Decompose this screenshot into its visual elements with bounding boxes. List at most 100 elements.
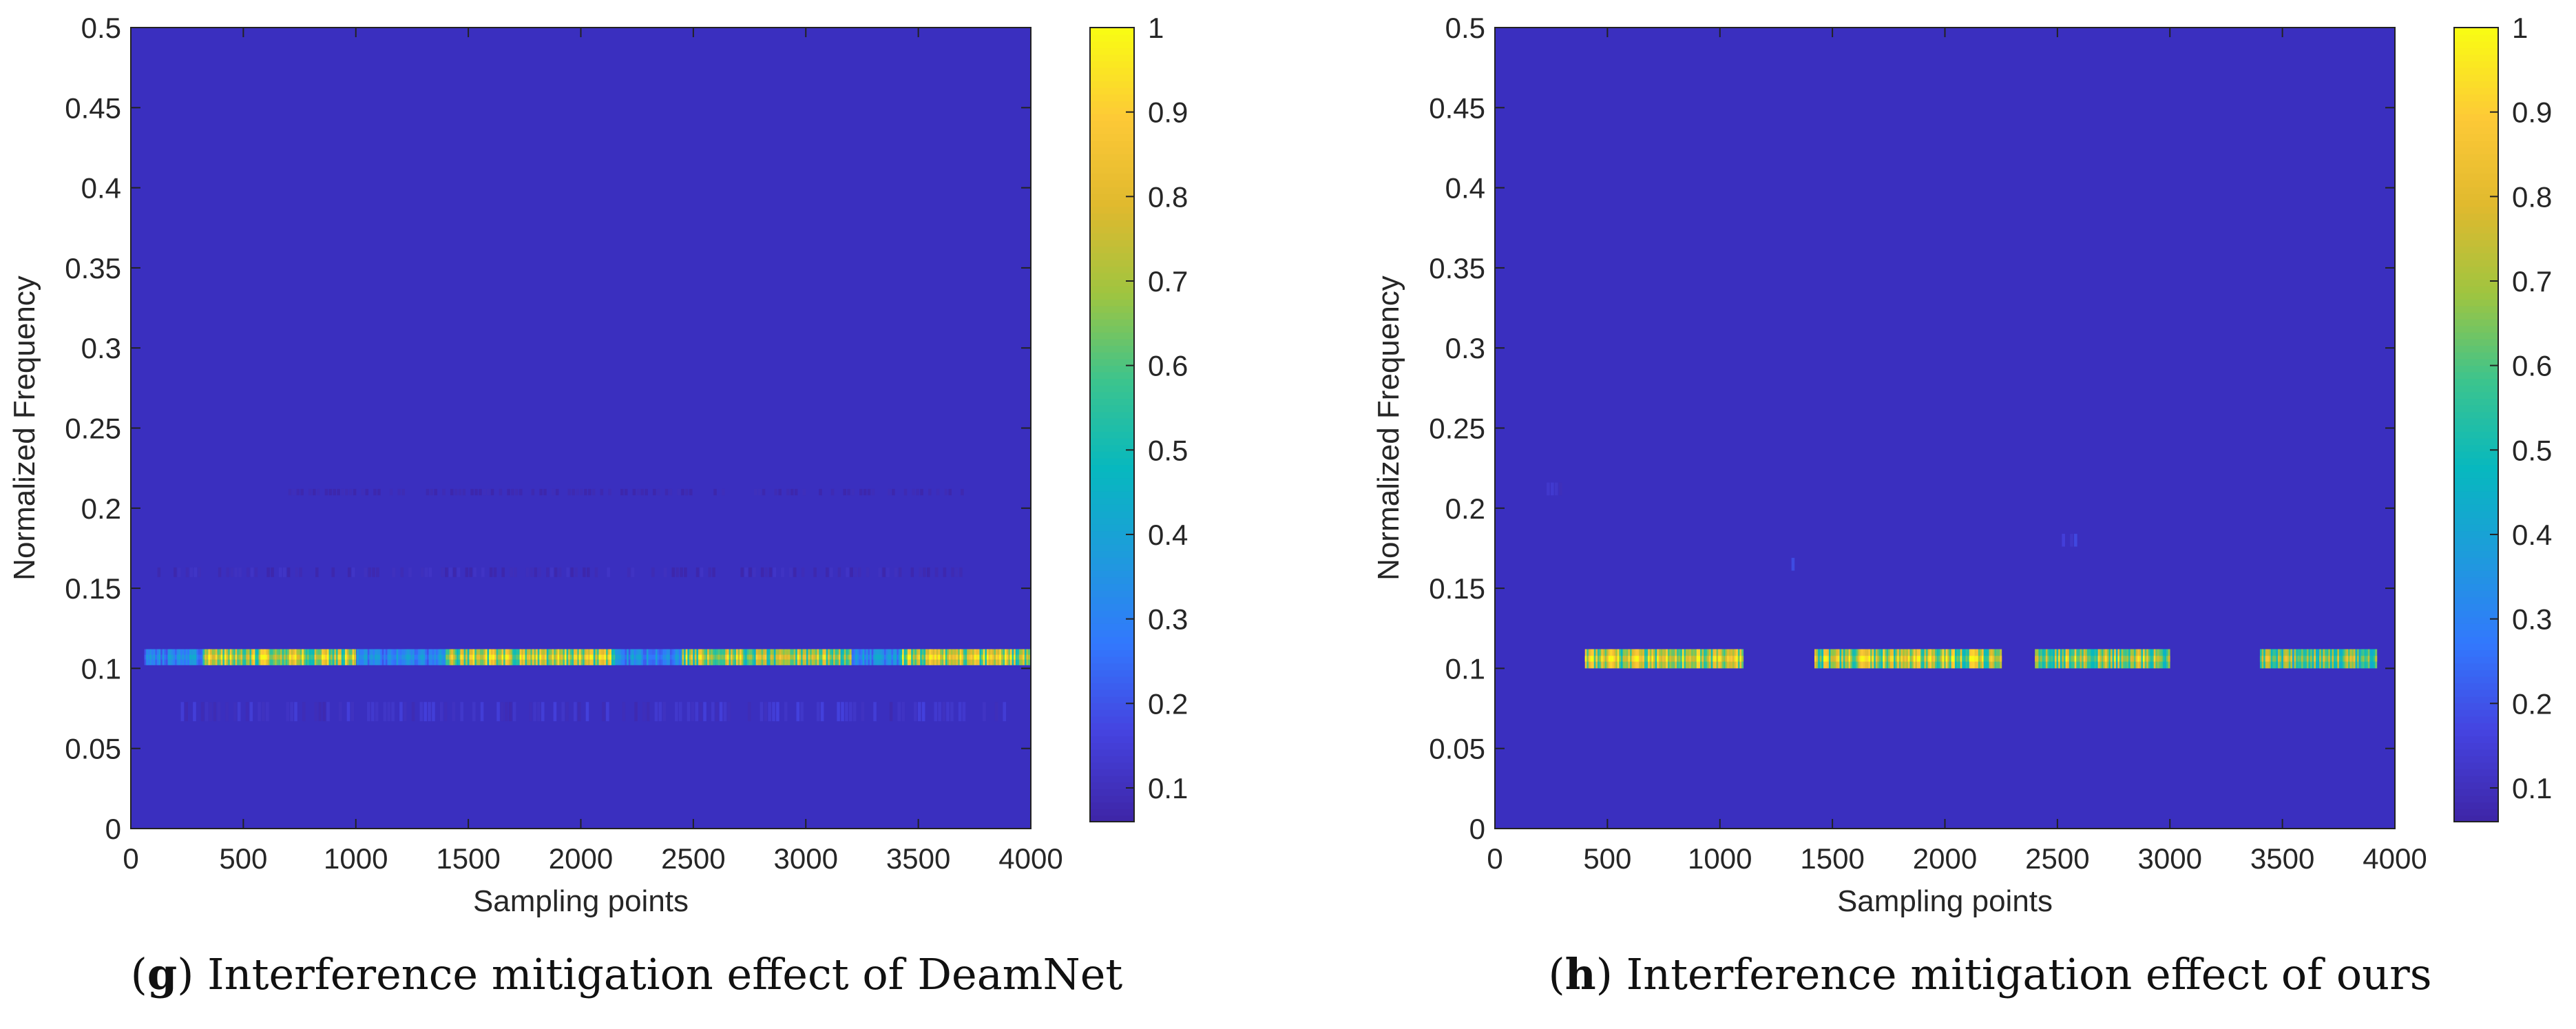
noise-mark [238,567,242,577]
band-core [341,654,344,660]
colorbar-cell [2454,232,2498,240]
band-core [1684,656,1686,662]
band-core [1644,656,1646,662]
noise-mark [546,567,549,577]
band-core [2092,656,2095,662]
band-core [813,654,816,660]
colorbar-cell [1090,351,1134,360]
band-core [2281,656,2284,662]
band-core [2040,656,2043,662]
band-core [2315,656,2318,662]
colorbar-cell [1090,61,1134,68]
noise-mark [193,567,198,577]
band-core [2319,656,2322,662]
colorbar-cell [1090,623,1134,631]
band-core [1737,656,1740,662]
band-core [1704,656,1706,662]
noise-mark [266,702,269,722]
band-core [986,654,989,660]
band-core [2071,656,2073,662]
band-core [921,654,924,660]
band-core [487,654,490,660]
noise-mark [959,567,963,577]
band-core [434,654,437,660]
noise-mark [916,488,919,496]
band-core [1832,656,1835,662]
noise-mark [892,488,895,496]
y-tick-label: 0.45 [1429,92,1485,124]
band-core [977,654,980,660]
band-core [2166,656,2168,662]
colorbar-cell [2454,457,2498,466]
band-core [1814,656,1816,662]
band-core [1642,656,1645,662]
colorbar-cell [1090,371,1134,380]
colorbar-cell [1090,689,1134,697]
band-core [1613,656,1616,662]
band-core [1741,656,1744,662]
colorbar-cell [1090,663,1134,671]
colorbar-cell [2454,742,2498,750]
colorbar-cell [1090,272,1134,280]
band-core [1963,656,1966,662]
noise-mark [505,702,508,722]
band-core [298,654,301,660]
noise-mark [480,702,484,722]
colorbar-cell [1090,186,1134,194]
band-core [1929,656,1932,662]
band-core [1978,656,1980,662]
noise-mark [712,567,715,577]
colorbar-cell [2454,788,2498,796]
noise-mark [912,488,916,496]
band-core [786,654,789,660]
noise-mark [450,488,454,496]
band-core [732,654,735,660]
band-core [685,654,688,660]
noise-mark [851,488,855,496]
band-core [1687,656,1690,662]
noise-mark [871,488,875,496]
band-core [1825,656,1828,662]
colorbar-cell [2454,623,2498,631]
band-core [848,654,850,660]
noise-mark [955,567,959,577]
band-core [1965,656,1968,662]
colorbar-cell [1090,94,1134,101]
band-core [1898,656,1901,662]
band-core [2124,656,2127,662]
band-core [831,654,834,660]
band-core [2375,656,2378,662]
band-core [862,654,865,660]
band-core [936,654,939,660]
colorbar-cell [1090,166,1134,174]
band-core [859,654,861,660]
noise-mark [774,488,778,496]
band-core [410,654,413,660]
colorbar-cell [2454,166,2498,174]
band-core [1648,656,1651,662]
colorbar-tick-label: 0.9 [1148,96,1188,129]
band-core [983,654,985,660]
noise-mark [326,702,330,722]
band-core [314,654,317,660]
band-core [1938,656,1941,662]
colorbar-tick-label: 0.1 [1148,772,1188,804]
caption-h: (h) Interference mitigation effect of ou… [1548,949,2432,999]
band-core [943,654,946,660]
band-core [1680,656,1683,662]
noise-mark [286,702,290,722]
band-core [537,654,540,660]
band-core [1732,656,1735,662]
colorbar-cell [1090,206,1134,214]
band-core [929,654,932,660]
colorbar-cell [1090,557,1134,565]
noise-mark [962,702,966,722]
band-core [2265,656,2268,662]
noise-mark [781,567,784,577]
band-core [889,654,892,660]
noise-mark [391,702,395,722]
noise-mark [328,488,333,496]
colorbar-cell [2454,28,2498,35]
band-core [684,654,687,660]
band-core [853,654,856,660]
